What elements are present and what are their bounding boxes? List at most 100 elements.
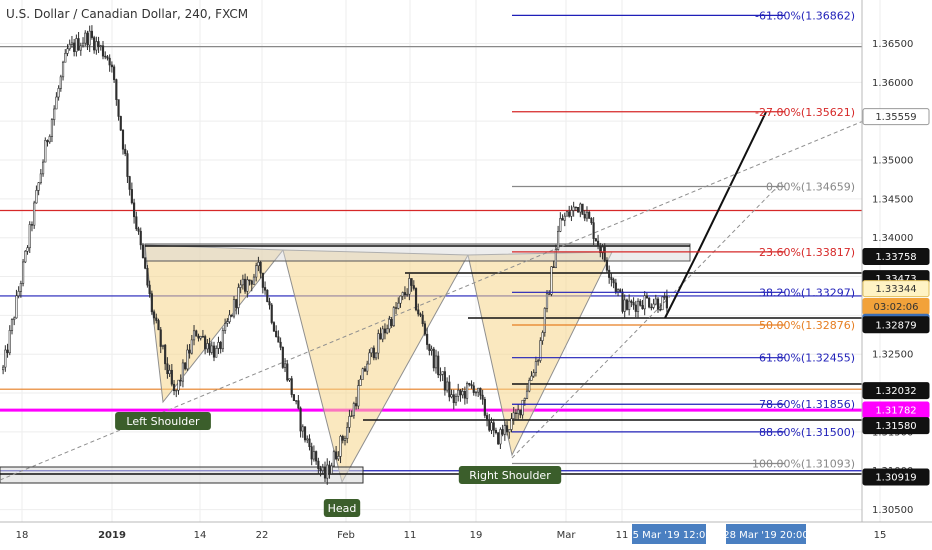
candle-body bbox=[552, 266, 555, 268]
x-tick-label: 18 bbox=[16, 530, 29, 541]
candle-body bbox=[330, 465, 333, 474]
candle-body bbox=[90, 30, 93, 38]
candle-body bbox=[557, 231, 560, 250]
candle-body bbox=[192, 330, 196, 341]
price-pill-label: 1.30919 bbox=[875, 473, 916, 484]
candle-body bbox=[521, 399, 524, 416]
candle-body bbox=[26, 247, 29, 252]
y-tick-label: 1.35000 bbox=[872, 156, 913, 167]
y-tick-label: 1.36000 bbox=[872, 78, 913, 89]
candle-body bbox=[99, 45, 102, 47]
candle-body bbox=[39, 173, 42, 184]
annotation-left-shoulder-bg bbox=[115, 412, 211, 430]
candle-body bbox=[241, 278, 244, 286]
candle-body bbox=[48, 136, 51, 143]
candle-body bbox=[88, 30, 91, 46]
price-pill bbox=[862, 280, 930, 298]
candle-body bbox=[115, 79, 118, 100]
support-zone-box bbox=[0, 466, 364, 484]
candle-body bbox=[381, 328, 384, 340]
candle-body bbox=[135, 216, 138, 230]
annotation-right-shoulder: Right Shoulder bbox=[469, 469, 551, 482]
candle-body bbox=[410, 278, 413, 286]
price-pill bbox=[862, 247, 930, 265]
date-pill bbox=[632, 524, 706, 544]
candle-body bbox=[175, 389, 178, 392]
candle-body bbox=[10, 319, 14, 331]
candle-body bbox=[359, 379, 362, 386]
candle-body bbox=[288, 378, 291, 381]
candle-body bbox=[186, 349, 189, 370]
candle-body bbox=[59, 76, 62, 89]
candle-body bbox=[497, 432, 500, 445]
fib-label: 38.20%(1.33297) bbox=[759, 286, 855, 299]
candle-body bbox=[237, 287, 240, 308]
candle-body bbox=[179, 379, 182, 382]
price-pill bbox=[862, 108, 930, 126]
candle-body bbox=[190, 339, 193, 354]
candle-body bbox=[386, 328, 389, 334]
candle-body bbox=[301, 426, 304, 432]
candle-body bbox=[503, 425, 506, 435]
candle-body bbox=[650, 306, 653, 309]
candle-body bbox=[155, 317, 158, 321]
candle-body bbox=[423, 323, 426, 335]
price-pill bbox=[862, 417, 930, 435]
candle-body bbox=[401, 292, 404, 297]
candle-body bbox=[612, 279, 615, 284]
candle-body bbox=[133, 202, 136, 218]
candle-body bbox=[596, 240, 600, 247]
date-pill bbox=[726, 524, 806, 544]
candle-body bbox=[57, 88, 60, 98]
candle-body bbox=[492, 422, 495, 431]
candle-body bbox=[268, 301, 271, 306]
candle-body bbox=[337, 456, 340, 460]
candle-body bbox=[326, 464, 329, 479]
candle-body bbox=[481, 394, 484, 400]
candle-body bbox=[448, 381, 451, 398]
candle-body bbox=[46, 140, 49, 143]
candle-body bbox=[417, 309, 420, 315]
candle-body bbox=[317, 460, 320, 470]
candle-body bbox=[299, 407, 302, 432]
candle-body bbox=[428, 344, 431, 351]
candle-body bbox=[22, 261, 25, 284]
price-pill-label: 1.31580 bbox=[875, 421, 916, 432]
candle-body bbox=[577, 206, 580, 213]
candle-body bbox=[70, 42, 74, 45]
candle-body bbox=[152, 311, 156, 319]
candle-body bbox=[33, 202, 36, 226]
candle-body bbox=[170, 369, 173, 385]
candle-body bbox=[528, 380, 531, 392]
candle-body bbox=[457, 389, 460, 397]
candle-body bbox=[437, 355, 440, 376]
candle-body bbox=[414, 288, 418, 311]
candle-body bbox=[228, 314, 231, 323]
candle-body bbox=[275, 330, 278, 338]
candle-body bbox=[8, 330, 11, 354]
candle-body bbox=[463, 391, 466, 399]
candle-body bbox=[168, 369, 171, 375]
candle-body bbox=[41, 161, 45, 175]
candle-body bbox=[308, 438, 311, 447]
candle-body bbox=[208, 343, 211, 353]
candle-body bbox=[215, 348, 218, 358]
candle-body bbox=[250, 280, 253, 285]
candle-body bbox=[15, 295, 18, 319]
candle-body bbox=[106, 56, 109, 59]
candle-body bbox=[159, 329, 162, 347]
candle-body bbox=[419, 313, 422, 316]
annotation-head: Head bbox=[328, 502, 357, 515]
candle-body bbox=[124, 148, 127, 154]
x-tick-label: 14 bbox=[194, 530, 207, 541]
candle-body bbox=[632, 302, 635, 306]
candle-body bbox=[13, 317, 16, 320]
y-tick-label: 1.34500 bbox=[872, 194, 913, 205]
candle-body bbox=[392, 307, 395, 326]
candle-body bbox=[623, 299, 626, 312]
candle-body bbox=[625, 299, 629, 310]
candle-body bbox=[244, 278, 247, 292]
candle-body bbox=[374, 352, 378, 359]
candle-body bbox=[610, 277, 613, 280]
